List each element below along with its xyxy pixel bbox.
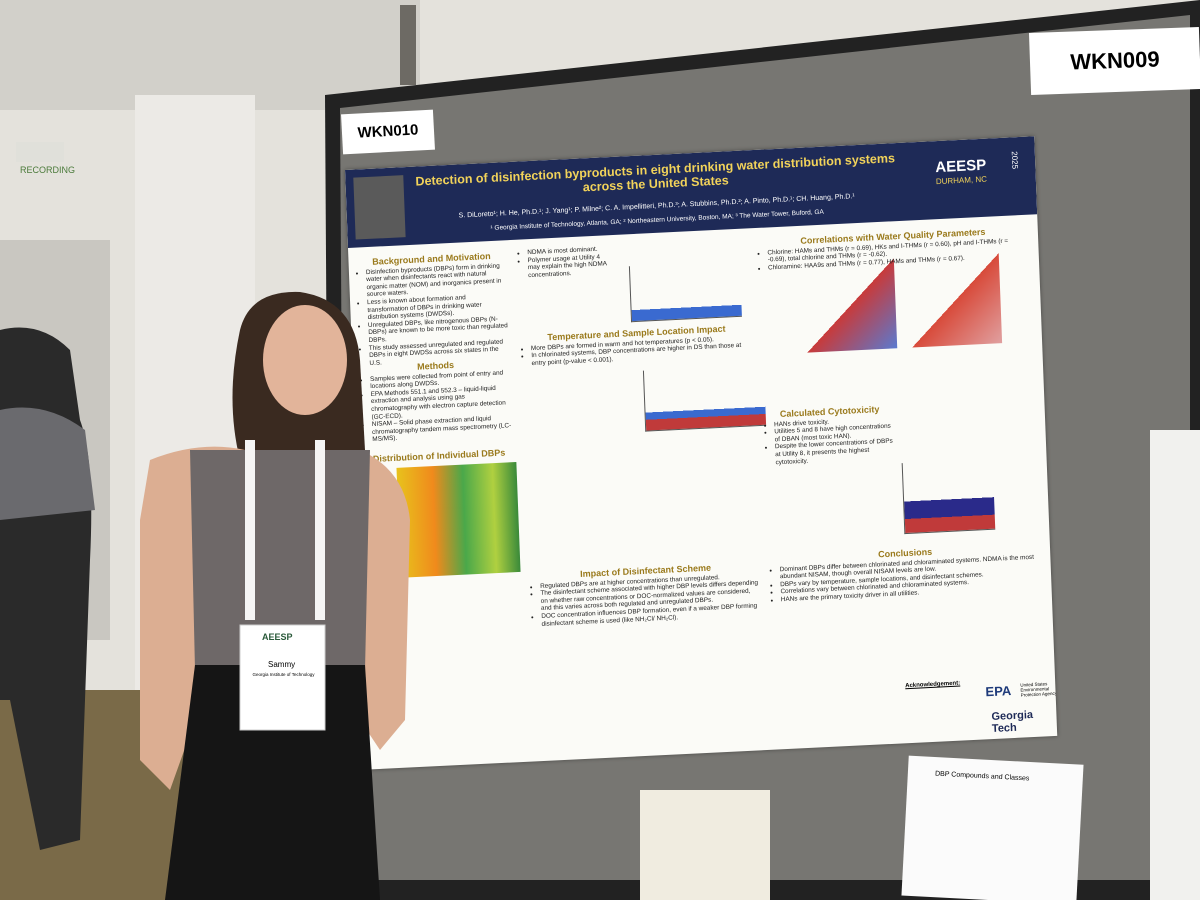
recording-sign: RECORDING xyxy=(20,165,76,175)
badge-logo: AEESP xyxy=(262,632,293,642)
badge-name: Sammy xyxy=(268,660,296,669)
badge-affiliation: Georgia Institute of Technology xyxy=(252,672,315,677)
